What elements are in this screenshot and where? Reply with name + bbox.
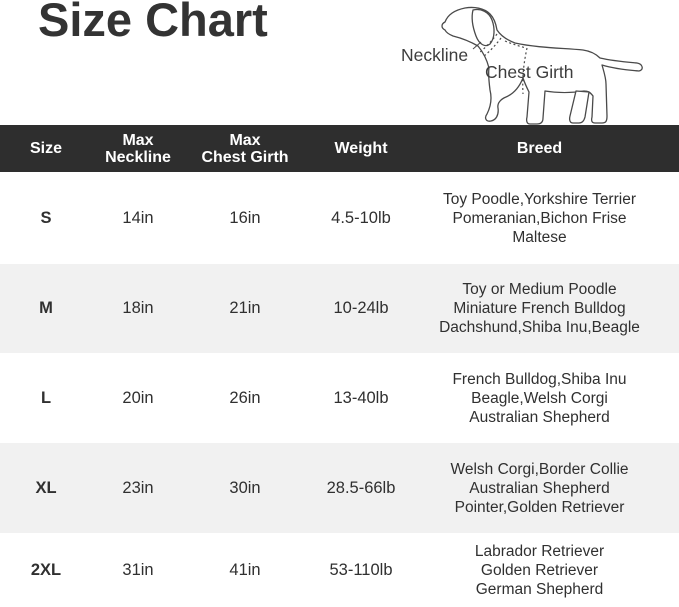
header-cell-breed: Breed — [516, 140, 563, 157]
breed-line: Dachshund,Shiba Inu,Beagle — [439, 319, 640, 336]
header-cell-weight: Weight — [334, 140, 388, 157]
header-line: Neckline — [105, 148, 171, 166]
cell-breed: Toy Poodle,Yorkshire Terrier Pomeranian,… — [416, 190, 679, 247]
header-line: Chest Girth — [201, 148, 289, 166]
cell-size: S — [40, 208, 52, 227]
header-cell-max-neckline: Max Neckline — [92, 132, 184, 166]
cell-weight: 4.5-10lb — [331, 208, 391, 227]
breed-line: Toy or Medium Poodle — [462, 281, 617, 298]
cell-max-chest-girth: 30in — [229, 478, 261, 497]
size-chart-table: Size Max Neckline Max Chest Girth Weight… — [0, 125, 679, 607]
cell-max-chest-girth: 26in — [229, 388, 261, 407]
table-row-2xl: 2XL 31in 41in 53-110lb Labrador Retrieve… — [0, 533, 679, 607]
cell-weight: 53-110lb — [329, 560, 393, 579]
dog-ear — [471, 8, 495, 47]
breed-line: German Shepherd — [475, 580, 604, 598]
breed-line: French Bulldog,Shiba Inu — [452, 370, 627, 388]
breed-line: Australian Shepherd — [469, 408, 610, 426]
cell-max-neckline: 14in — [122, 208, 154, 227]
back-strap-dotted — [504, 40, 527, 49]
breed-line: Miniature French Bulldog — [453, 300, 626, 317]
header-cell-size: Size — [29, 140, 62, 157]
header-cell-max-chest-girth: Max Chest Girth — [184, 132, 306, 166]
cell-max-neckline: 18in — [122, 299, 154, 317]
breed-line: Australian Shepherd — [469, 479, 610, 497]
breed-line: Toy Poodle,Yorkshire Terrier — [443, 190, 636, 208]
page-title: Size Chart — [38, 0, 268, 46]
cell-breed: Labrador Retriever Golden Retriever Germ… — [416, 542, 679, 599]
cell-size: XL — [35, 478, 57, 497]
cell-breed: French Bulldog,Shiba Inu Beagle,Welsh Co… — [416, 370, 679, 427]
table-row-xl: XL 23in 30in 28.5-66lb Welsh Corgi,Borde… — [0, 443, 679, 533]
breed-line: Labrador Retriever — [474, 542, 605, 560]
breed-line: Golden Retriever — [480, 561, 599, 579]
breed-line: Beagle,Welsh Corgi — [471, 389, 608, 407]
cell-max-neckline: 23in — [122, 478, 154, 497]
cell-max-neckline: 31in — [122, 560, 154, 579]
cell-max-neckline: 20in — [122, 388, 154, 407]
cell-max-chest-girth: 16in — [229, 208, 261, 227]
neckline-pointer-line — [472, 41, 482, 50]
cell-breed: Toy or Medium Poodle Miniature French Bu… — [416, 280, 679, 337]
table-row-m: M 18in 21in 10-24lb Toy or Medium Poodle… — [0, 264, 679, 353]
breed-line: Welsh Corgi,Border Collie — [450, 460, 629, 478]
dog-measurement-diagram: Neckline Chest Girth — [401, 6, 643, 125]
table-row-s: S 14in 16in 4.5-10lb Toy Poodle,Yorkshir… — [0, 172, 679, 264]
neckline-label: Neckline — [401, 45, 468, 65]
cell-weight: 10-24lb — [333, 299, 389, 317]
breed-line: Pomeranian,Bichon Frise — [452, 209, 627, 227]
breed-line: Pointer,Golden Retriever — [454, 498, 625, 516]
cell-weight: 13-40lb — [333, 388, 389, 407]
table-header-row: Size Max Neckline Max Chest Girth Weight… — [0, 125, 679, 172]
cell-max-chest-girth: 21in — [229, 299, 261, 317]
chest-girth-label: Chest Girth — [485, 62, 574, 82]
cell-max-chest-girth: 41in — [229, 560, 261, 579]
header-line: Max — [229, 131, 261, 149]
cell-size: M — [39, 299, 53, 317]
header-line: Max — [122, 131, 154, 149]
cell-weight: 28.5-66lb — [326, 478, 396, 497]
chest-girth-dotted-band — [522, 47, 528, 95]
dog-far-rear-leg — [568, 90, 590, 124]
cell-size: 2XL — [30, 560, 62, 579]
neckline-dotted-band — [478, 33, 498, 54]
table-row-l: L 20in 26in 13-40lb French Bulldog,Shiba… — [0, 353, 679, 443]
neckline-dotted-band — [482, 37, 502, 58]
cell-size: L — [40, 388, 52, 407]
breed-line: Maltese — [512, 228, 567, 246]
cell-breed: Welsh Corgi,Border Collie Australian She… — [416, 460, 679, 517]
